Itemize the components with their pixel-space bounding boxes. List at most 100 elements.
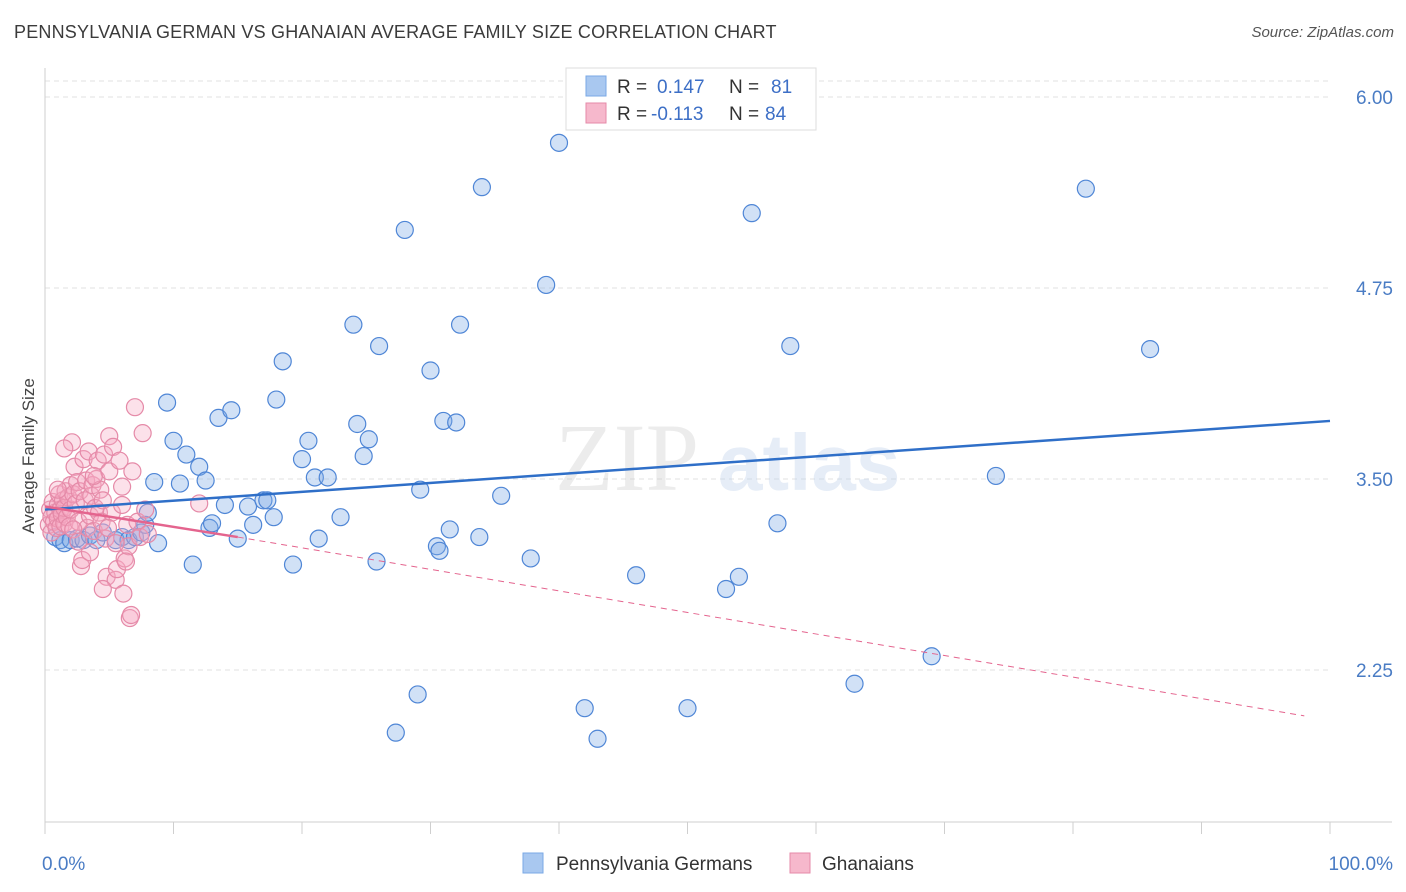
- point-pennsylvania-germans-47: [354, 446, 373, 466]
- point-pennsylvania-germans-21: [177, 445, 196, 464]
- point-pennsylvania-germans-3: [61, 531, 80, 550]
- legend-bottom-label-blue: Pennsylvania Germans: [556, 854, 752, 875]
- point-pennsylvania-germans-69: [588, 729, 607, 748]
- point-pennsylvania-germans-54: [411, 480, 430, 499]
- point-pennsylvania-germans-29: [222, 401, 241, 420]
- point-pennsylvania-germans-59: [440, 520, 459, 539]
- point-pennsylvania-germans-43: [318, 468, 337, 487]
- point-pennsylvania-germans-45: [344, 315, 363, 334]
- point-pennsylvania-germans-35: [264, 508, 283, 527]
- point-ghanaians-72: [55, 439, 74, 458]
- point-pennsylvania-germans-75: [768, 514, 787, 533]
- legend-bottom: Pennsylvania Germans Ghanaians: [522, 852, 914, 875]
- point-pennsylvania-germans-72: [716, 579, 736, 599]
- point-pennsylvania-germans-37: [273, 352, 292, 371]
- trend-pennsylvania-germans: [44, 419, 1331, 511]
- point-ghanaians-77: [112, 477, 132, 496]
- point-ghanaians-66: [125, 398, 145, 417]
- x-tick-labels: 0.0% 100.0%: [42, 854, 1393, 875]
- legend-n-value-blue: 81: [771, 77, 792, 98]
- legend-n-value-pink: 84: [765, 104, 787, 125]
- point-ghanaians-82: [116, 552, 136, 571]
- legend-bottom-swatch-blue: [522, 852, 544, 874]
- watermark-atlas: atlas: [718, 418, 900, 507]
- series-ghanaians: [39, 398, 209, 628]
- point-pennsylvania-germans-34: [258, 491, 277, 510]
- point-pennsylvania-germans-78: [922, 647, 941, 666]
- legend-n-label-blue: N =: [729, 77, 759, 98]
- point-pennsylvania-germans-71: [678, 699, 697, 718]
- legend-bottom-label-pink: Ghanaians: [822, 854, 914, 875]
- point-ghanaians-76: [106, 534, 125, 553]
- point-pennsylvania-germans-46: [348, 414, 367, 434]
- point-pennsylvania-germans-81: [1140, 340, 1160, 359]
- point-ghanaians-79: [69, 532, 88, 551]
- y-axis-label: Average Family Size: [19, 378, 38, 534]
- point-pennsylvania-germans-15: [138, 503, 157, 522]
- point-pennsylvania-germans-57: [430, 541, 449, 560]
- legend-r-value-pink: -0.113: [651, 104, 703, 125]
- point-pennsylvania-germans-68: [575, 699, 594, 718]
- point-pennsylvania-germans-39: [292, 450, 312, 469]
- source-note: Source: ZipAtlas.com: [1251, 24, 1394, 41]
- point-pennsylvania-germans-60: [447, 413, 466, 432]
- point-pennsylvania-germans-32: [244, 515, 263, 534]
- point-pennsylvania-germans-77: [845, 674, 864, 693]
- point-ghanaians-71: [138, 524, 157, 544]
- point-pennsylvania-germans-41: [305, 468, 324, 487]
- legend-top: R = 0.147 N = 81 R = -0.113 N = 84: [565, 67, 817, 131]
- y-tick-label-0: 2.25: [1356, 661, 1393, 682]
- point-pennsylvania-germans-36: [267, 390, 286, 409]
- point-pennsylvania-germans-73: [729, 567, 749, 586]
- y-tick-label-2: 4.75: [1356, 279, 1393, 300]
- point-ghanaians-64: [121, 605, 141, 625]
- point-pennsylvania-germans-61: [450, 315, 470, 334]
- gridlines: [45, 80, 1330, 671]
- point-pennsylvania-germans-48: [359, 430, 378, 449]
- point-pennsylvania-germans-30: [228, 529, 247, 548]
- point-pennsylvania-germans-55: [421, 361, 440, 380]
- point-pennsylvania-germans-42: [309, 529, 328, 548]
- legend-r-value-blue: 0.147: [657, 77, 705, 98]
- point-pennsylvania-germans-28: [215, 495, 234, 515]
- point-ghanaians-65: [123, 462, 142, 481]
- legend-r-label-blue: R =: [617, 77, 647, 98]
- point-ghanaians-31: [73, 550, 92, 570]
- point-pennsylvania-germans-64: [492, 486, 511, 505]
- point-pennsylvania-germans-26: [202, 514, 222, 533]
- point-pennsylvania-germans-49: [367, 552, 386, 571]
- point-pennsylvania-germans-31: [238, 497, 258, 516]
- point-ghanaians-75: [93, 579, 112, 599]
- trend-ghanaians-dashed: [237, 536, 1305, 717]
- x-tick-label-0: 0.0%: [42, 854, 85, 875]
- point-ghanaians-70: [136, 500, 155, 519]
- legend-n-label-pink: N =: [729, 104, 759, 125]
- point-pennsylvania-germans-24: [196, 471, 215, 490]
- point-pennsylvania-germans-38: [283, 555, 303, 574]
- point-ghanaians-49: [96, 529, 115, 548]
- legend-bottom-swatch-pink: [789, 852, 811, 874]
- point-ghanaians-52: [100, 427, 119, 446]
- series-pennsylvania-germans: [46, 133, 1160, 748]
- point-pennsylvania-germans-50: [370, 336, 389, 356]
- point-ghanaians-78: [48, 480, 67, 499]
- y-tick-labels: 2.25 3.50 4.75 6.00: [1356, 88, 1393, 682]
- watermark: ZIP atlas: [555, 404, 900, 511]
- point-pennsylvania-germans-65: [521, 549, 540, 568]
- point-pennsylvania-germans-67: [549, 133, 569, 152]
- axes: [44, 68, 1392, 834]
- trend-ghanaians-solid: [44, 505, 238, 539]
- point-pennsylvania-germans-76: [781, 336, 800, 356]
- y-tick-label-3: 6.00: [1356, 88, 1393, 109]
- point-pennsylvania-germans-74: [742, 204, 761, 223]
- y-tick-label-1: 3.50: [1356, 470, 1393, 491]
- point-ghanaians-80: [84, 466, 103, 486]
- x-tick-label-1: 100.0%: [1329, 854, 1394, 875]
- point-pennsylvania-germans-52: [395, 220, 414, 240]
- point-pennsylvania-germans-62: [470, 527, 489, 547]
- point-pennsylvania-germans-44: [331, 508, 350, 527]
- point-ghanaians-81: [98, 518, 118, 537]
- point-pennsylvania-germans-53: [408, 685, 427, 704]
- point-pennsylvania-germans-19: [164, 431, 183, 450]
- watermark-zip: ZIP: [555, 404, 699, 511]
